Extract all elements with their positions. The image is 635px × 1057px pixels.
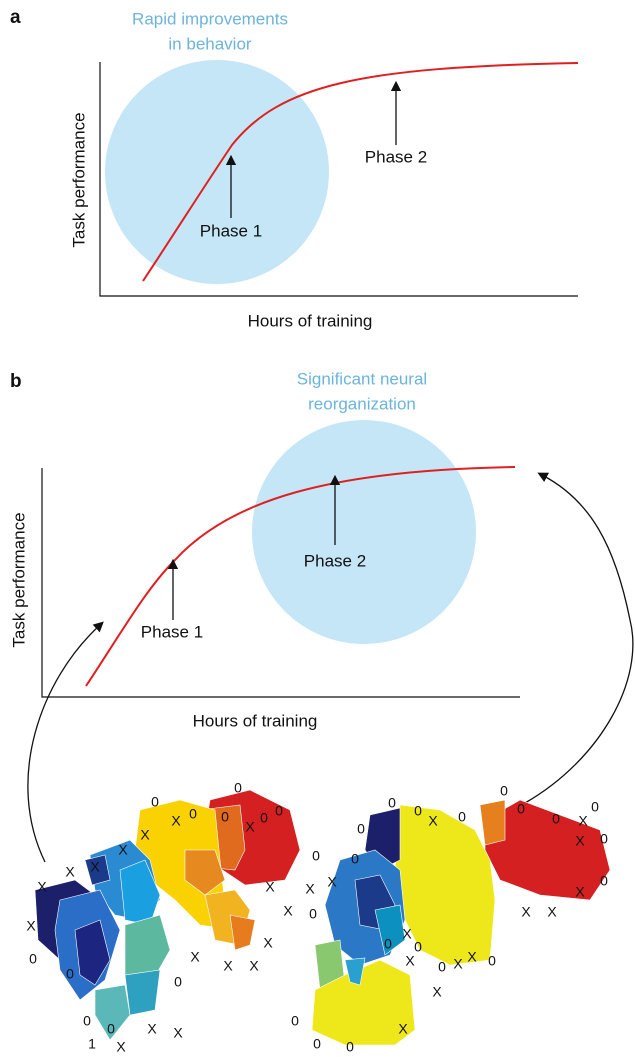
map-marker: X [578,813,588,829]
map-marker: 0 [151,794,159,810]
map-marker: 0 [107,1021,115,1037]
map-marker: 0 [591,799,599,815]
phase-label: Phase 1 [200,221,262,240]
map-marker: 0 [291,1013,299,1029]
map-marker: 0 [174,974,182,990]
map-marker: X [432,984,442,1000]
map-marker: X [140,827,150,843]
map-marker: X [547,904,557,920]
map-marker: X [521,904,531,920]
map-marker: 1 [88,1036,96,1052]
map-marker: X [245,819,255,835]
y-axis-label: Task performance [69,112,88,247]
curved-arrow [525,475,633,803]
map-marker: X [265,879,275,895]
map-marker: X [402,926,412,942]
map-marker: 0 [488,953,496,969]
annotation: Rapid improvements [132,9,288,28]
map-marker: 0 [309,906,317,922]
map-marker: X [171,813,181,829]
map-marker: 0 [414,939,422,955]
x-axis-label: Hours of training [248,311,373,330]
curved-arrow [28,625,100,862]
panel-label: a [10,7,21,28]
map-marker: 0 [438,959,446,975]
map-marker: X [398,1021,408,1037]
map-marker: X [26,918,36,934]
map-marker: 0 [66,966,74,982]
map-marker: X [327,874,337,890]
annotation: reorganization [308,394,416,413]
map-marker: X [263,935,273,951]
map-marker: X [190,949,200,965]
annotation: Significant neural [297,369,427,388]
map-marker: X [305,881,315,897]
phase-label: Phase 1 [141,622,203,641]
map-marker: 0 [312,848,320,864]
figure: a Rapid improvements in behavior Phase 1… [0,0,635,1057]
phase-label: Phase 2 [304,551,366,570]
map-marker: X [223,958,233,974]
map-marker: X [118,842,128,858]
map-marker: X [575,884,585,900]
highlight-circle [105,60,329,284]
map-marker: X [575,833,585,849]
y-axis-label: Task performance [9,512,28,647]
map-marker: 0 [260,810,268,826]
map-marker: 0 [83,1013,91,1029]
map-marker: X [453,956,463,972]
map-marker: 0 [384,936,392,952]
map-right [312,800,610,1045]
map-marker: X [147,1021,157,1037]
map-marker: X [428,813,438,829]
x-axis-label: Hours of training [193,711,318,730]
map-marker: X [467,949,477,965]
map-marker: 0 [600,873,608,889]
map-marker: X [173,1025,183,1041]
annotation: in behavior [168,34,252,53]
map-marker: X [405,953,415,969]
map-marker: 0 [234,780,242,796]
map-marker: 0 [600,831,608,847]
map-marker: 0 [29,951,37,967]
map-marker: 0 [351,851,359,867]
map-marker: X [283,903,293,919]
map-marker: 0 [346,1039,354,1055]
map-marker: 0 [552,811,560,827]
map-left [35,790,300,1040]
map-marker: 0 [458,809,466,825]
map-marker: X [116,1039,126,1055]
map-marker: X [37,879,47,895]
map-marker: 0 [189,806,197,822]
phase-label: Phase 2 [365,147,427,166]
map-marker: 0 [275,803,283,819]
map-marker: 0 [221,809,229,825]
map-marker: 0 [388,795,396,811]
map-marker: 0 [500,783,508,799]
map-marker: 0 [313,1036,321,1052]
highlight-circle [252,420,476,644]
map-marker: X [90,859,100,875]
panel-label: b [10,371,22,392]
map-marker: 0 [414,803,422,819]
map-marker: X [249,958,259,974]
map-marker: 0 [357,821,365,837]
map-marker: X [65,864,75,880]
map-marker: 0 [517,801,525,817]
